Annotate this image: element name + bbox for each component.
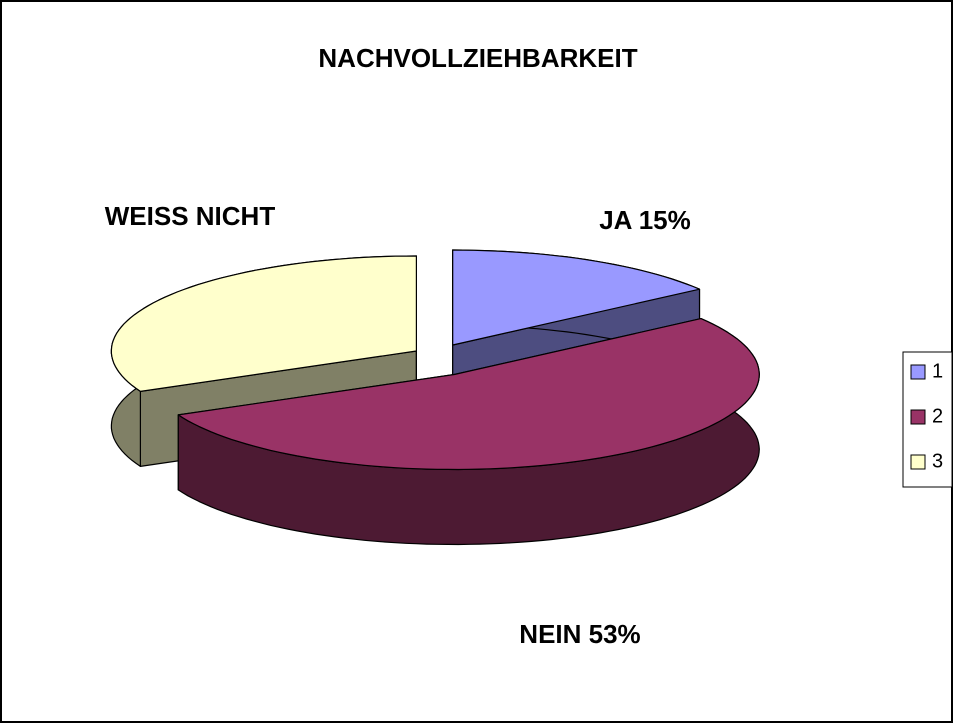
legend-box xyxy=(902,351,953,488)
data-label: NEIN 53% xyxy=(519,619,640,649)
slice-top xyxy=(177,318,760,471)
data-label: JA 15% xyxy=(599,205,691,235)
slice-top xyxy=(110,255,417,392)
legend-swatch xyxy=(910,454,926,470)
legend-label: 2 xyxy=(932,405,943,427)
legend-label: 1 xyxy=(932,360,943,382)
chart-title: NACHVOLLZIEHBARKEIT xyxy=(318,43,637,73)
legend-label: 3 xyxy=(932,450,943,472)
legend-swatch xyxy=(910,364,926,380)
pie-slice xyxy=(177,318,760,546)
legend-swatch xyxy=(910,409,926,425)
data-label: WEISS NICHT xyxy=(105,201,276,231)
slice-top xyxy=(452,249,701,346)
